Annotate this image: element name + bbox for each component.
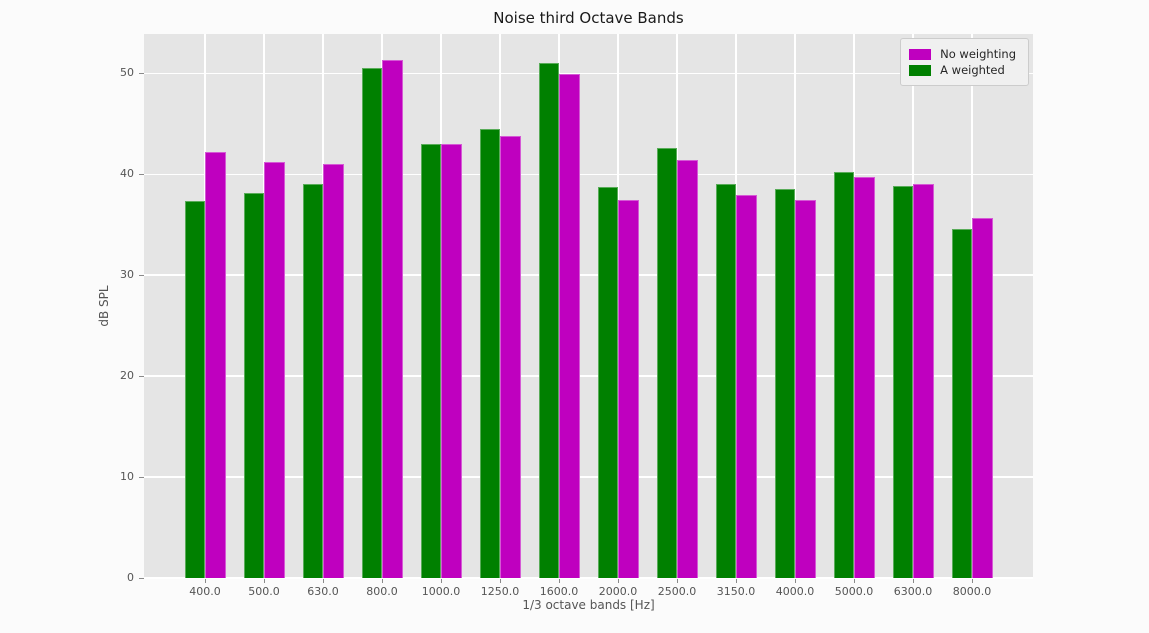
x-tick-label: 1250.0	[480, 585, 520, 598]
y-tick-label: 30	[120, 268, 134, 282]
bar-no-weighting-2000.0	[618, 199, 639, 578]
x-tick-mark	[735, 578, 737, 583]
gridline-h	[144, 476, 1033, 478]
x-tick-label: 5000.0	[834, 585, 874, 598]
bar-no-weighting-500.0	[264, 162, 285, 578]
bar-no-weighting-8000.0	[972, 217, 993, 578]
y-tick-label: 10	[120, 470, 134, 484]
gridline-h	[144, 274, 1033, 276]
y-tick-label: 40	[120, 167, 134, 181]
x-tick-mark	[794, 578, 796, 583]
bar-a-weighted-5000.0	[833, 172, 854, 578]
y-tick-label: 0	[127, 571, 134, 584]
bar-a-weighted-500.0	[243, 193, 264, 578]
x-tick-label: 400.0	[189, 585, 221, 598]
x-tick-mark	[558, 578, 560, 583]
gridline-h	[144, 72, 1033, 75]
y-tick-mark	[139, 375, 144, 377]
bar-no-weighting-1600.0	[559, 74, 580, 578]
bar-a-weighted-8000.0	[951, 228, 972, 578]
y-tick-label: 50	[120, 66, 134, 80]
bar-no-weighting-5000.0	[854, 177, 875, 578]
bar-no-weighting-2500.0	[677, 160, 698, 578]
chart-title: Noise third Octave Bands	[493, 9, 684, 27]
gridline-h	[144, 577, 1033, 579]
legend-label-no-weighting: No weighting	[940, 47, 1016, 61]
bar-no-weighting-4000.0	[795, 199, 816, 578]
x-tick-mark	[617, 578, 619, 583]
bar-a-weighted-1250.0	[479, 128, 500, 578]
x-tick-label: 3150.0	[716, 585, 756, 598]
x-tick-mark	[322, 578, 324, 583]
y-axis-label: dB SPL	[97, 285, 111, 327]
legend-label-a-weighted: A weighted	[940, 63, 1005, 77]
x-tick-label: 8000.0	[952, 585, 992, 598]
x-tick-label: 1000.0	[421, 585, 461, 598]
bar-no-weighting-1000.0	[441, 144, 462, 578]
x-tick-label: 1600.0	[539, 585, 579, 598]
bar-a-weighted-3150.0	[715, 184, 736, 578]
x-tick-label: 2000.0	[598, 585, 638, 598]
y-tick-mark	[139, 577, 144, 579]
x-tick-label: 6300.0	[893, 585, 933, 598]
plot-area: No weighting A weighted	[144, 34, 1033, 579]
y-tick-label: 20	[120, 369, 134, 383]
bar-a-weighted-4000.0	[774, 189, 795, 578]
x-tick-mark	[381, 578, 383, 583]
bar-no-weighting-400.0	[205, 152, 226, 578]
legend-item-no-weighting: No weighting	[909, 47, 1016, 61]
x-tick-mark	[853, 578, 855, 583]
x-tick-mark	[912, 578, 914, 583]
x-axis-label: 1/3 octave bands [Hz]	[522, 598, 655, 612]
x-tick-label: 500.0	[248, 585, 280, 598]
y-tick-mark	[139, 173, 144, 175]
legend-swatch-no-weighting	[909, 48, 932, 60]
gridline-h	[144, 375, 1033, 377]
x-tick-mark	[204, 578, 206, 583]
legend-item-a-weighted: A weighted	[909, 63, 1016, 77]
bar-a-weighted-2000.0	[597, 187, 618, 578]
x-tick-label: 4000.0	[775, 585, 815, 598]
bar-a-weighted-630.0	[302, 184, 323, 578]
bar-no-weighting-1250.0	[500, 135, 521, 578]
bar-no-weighting-6300.0	[913, 184, 934, 578]
bar-a-weighted-6300.0	[892, 186, 913, 578]
bar-a-weighted-1000.0	[420, 144, 441, 578]
legend: No weighting A weighted	[900, 38, 1029, 86]
x-tick-mark	[499, 578, 501, 583]
bar-a-weighted-800.0	[361, 68, 382, 578]
bar-no-weighting-3150.0	[736, 195, 757, 578]
y-tick-mark	[139, 476, 144, 478]
x-tick-label: 2500.0	[657, 585, 697, 598]
bar-a-weighted-2500.0	[656, 148, 677, 578]
bar-no-weighting-800.0	[382, 60, 403, 578]
bar-no-weighting-630.0	[323, 164, 344, 578]
gridline-h	[144, 173, 1033, 176]
bar-a-weighted-400.0	[184, 200, 205, 578]
x-tick-label: 630.0	[307, 585, 339, 598]
bar-a-weighted-1600.0	[538, 63, 559, 578]
x-tick-mark	[971, 578, 973, 583]
y-tick-mark	[139, 274, 144, 276]
x-tick-label: 800.0	[366, 585, 398, 598]
y-tick-mark	[139, 72, 144, 74]
legend-swatch-a-weighted	[909, 64, 932, 76]
x-tick-mark	[676, 578, 678, 583]
x-tick-mark	[440, 578, 442, 583]
x-tick-mark	[263, 578, 265, 583]
